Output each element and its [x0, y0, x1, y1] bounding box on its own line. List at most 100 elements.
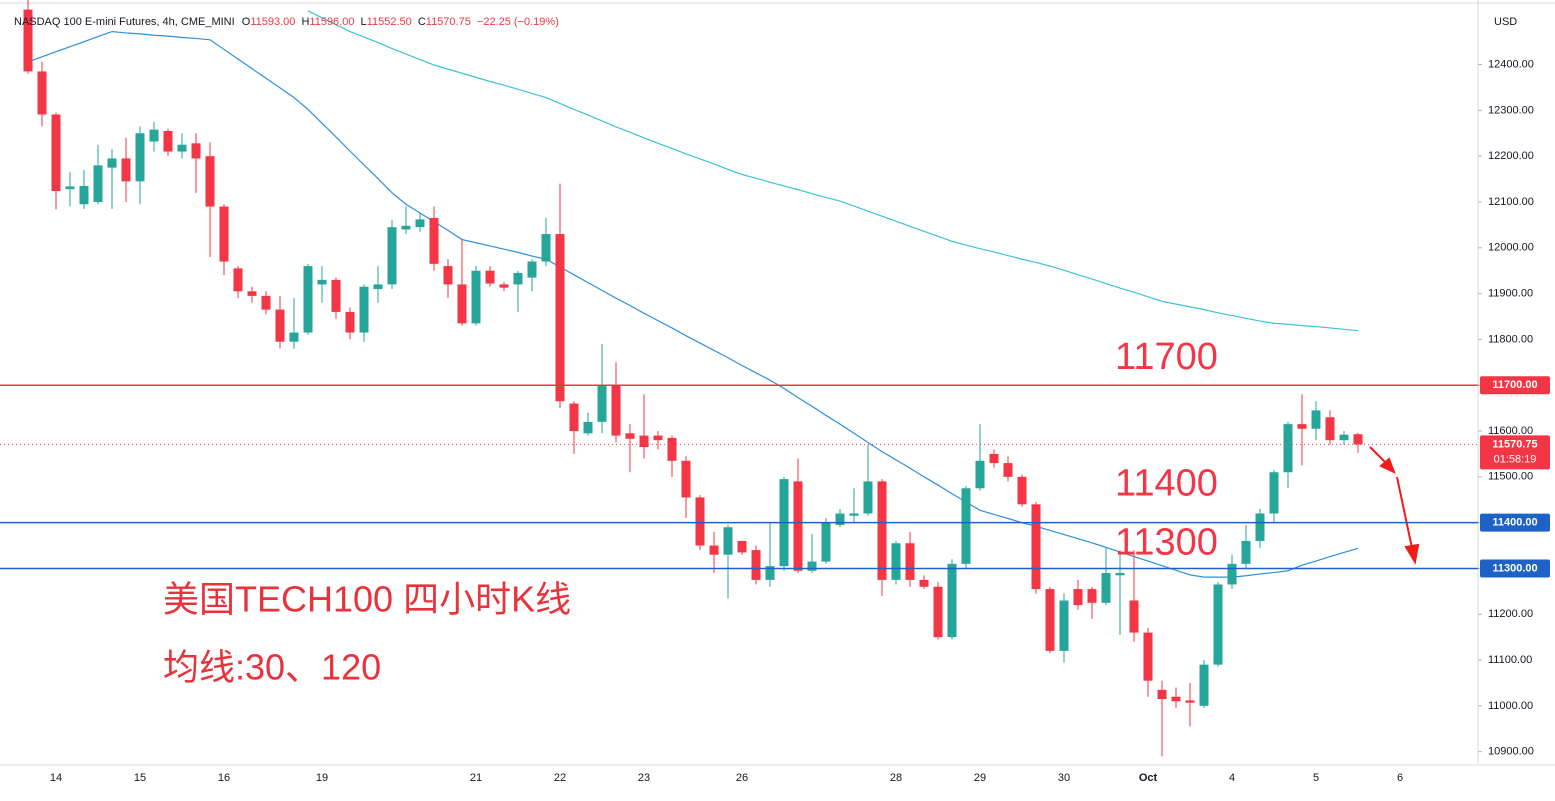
- candle-body: [723, 527, 733, 555]
- candle-body: [149, 129, 159, 142]
- candle-body: [1017, 476, 1027, 505]
- candle-body: [1241, 540, 1251, 564]
- candle-body: [275, 309, 285, 342]
- candle-body: [835, 513, 845, 525]
- candle-body: [485, 270, 495, 284]
- candle-body: [107, 158, 117, 168]
- candle-body: [317, 279, 327, 285]
- candle-body: [1339, 434, 1349, 441]
- candle-body: [919, 579, 929, 587]
- level-tag: [1480, 559, 1550, 578]
- ohlc-key: L: [361, 16, 367, 28]
- last-price-tag: [1480, 435, 1550, 470]
- x-tick-label: 23: [638, 772, 650, 784]
- candle-body: [401, 225, 411, 230]
- candle-body: [331, 279, 341, 312]
- candle-body: [1129, 600, 1139, 633]
- level-tag: [1480, 513, 1550, 532]
- level-annotation: 11700: [1115, 336, 1218, 378]
- candle-body: [1269, 472, 1279, 514]
- level-annotation: 11300: [1115, 521, 1218, 563]
- candle-body: [247, 291, 257, 296]
- candle-body: [415, 219, 425, 228]
- y-tick-label: 11200.00: [1488, 608, 1533, 620]
- candle-body: [1255, 513, 1265, 541]
- y-tick-label: 12100.00: [1488, 196, 1534, 208]
- candle-body: [233, 268, 243, 292]
- candle-body: [961, 488, 971, 564]
- candle-body: [1185, 700, 1195, 703]
- y-tick-label: 11600.00: [1488, 425, 1533, 437]
- header: NASDAQ 100 E-mini Futures, 4h, CME_MINI …: [14, 16, 559, 28]
- candle-body: [1003, 463, 1013, 477]
- candle-body: [1115, 573, 1125, 576]
- candle-body: [443, 266, 453, 285]
- candle-body: [765, 566, 775, 580]
- x-tick-label: 30: [1058, 772, 1070, 784]
- candle-body: [793, 481, 803, 571]
- moving-average: [27, 30, 1359, 578]
- candle-body: [289, 332, 299, 342]
- candle-body: [555, 234, 565, 402]
- y-tick-label: 11500.00: [1488, 471, 1533, 483]
- candle-body: [527, 261, 537, 278]
- candle-body: [933, 586, 943, 638]
- candle-body: [471, 270, 481, 324]
- level-annotation: 11400: [1115, 463, 1218, 505]
- candle-body: [751, 550, 761, 580]
- candle-body: [457, 284, 467, 324]
- candle-body: [681, 460, 691, 498]
- candle-body: [79, 185, 89, 205]
- x-tick-label: 19: [316, 772, 328, 784]
- candle-body: [541, 234, 551, 262]
- candle-body: [191, 143, 201, 159]
- candle-body: [947, 563, 957, 638]
- x-tick-label: 26: [736, 772, 748, 784]
- candle-body: [1045, 589, 1055, 651]
- level-tag-label: 11300.00: [1492, 562, 1537, 574]
- candle-body: [373, 284, 383, 290]
- y-tick-label: 12200.00: [1488, 150, 1534, 162]
- level-tag: [1480, 376, 1550, 395]
- candle-body: [23, 9, 33, 72]
- candle-body: [1031, 504, 1041, 590]
- candle-body: [1283, 424, 1293, 473]
- candle-body: [303, 266, 313, 333]
- candle-body: [1073, 589, 1083, 606]
- x-tick-label: 6: [1397, 772, 1403, 784]
- candle-body: [863, 481, 873, 514]
- level-tag-label: 11400.00: [1492, 517, 1537, 529]
- candle-body: [1087, 589, 1097, 603]
- candle-body: [1059, 600, 1069, 651]
- candle-body: [1213, 584, 1223, 665]
- candle-body: [205, 156, 215, 207]
- x-tick-label: 15: [134, 772, 146, 784]
- candle-body: [135, 133, 145, 182]
- candle-body: [821, 522, 831, 562]
- x-tick-label: 5: [1313, 772, 1319, 784]
- candle-body: [583, 421, 593, 434]
- y-tick-label: 12300.00: [1488, 104, 1534, 116]
- candle-body: [429, 218, 439, 264]
- y-tick-label: 11000.00: [1488, 700, 1533, 712]
- x-tick-label: 29: [974, 772, 986, 784]
- candle-body: [345, 311, 355, 333]
- plot-area: [23, 0, 1363, 757]
- annotation: 美国TECH100 四小时K线: [163, 579, 571, 620]
- candle-body: [611, 385, 621, 436]
- candle-body: [569, 403, 579, 432]
- candle-body: [709, 545, 719, 555]
- candle-body: [37, 71, 47, 115]
- ohlc-key: O: [242, 16, 251, 28]
- ohlc-value: 11593.00: [250, 16, 295, 28]
- ohlc-value: 11552.50: [367, 16, 412, 28]
- candle-body: [667, 437, 677, 461]
- candle-body: [905, 543, 915, 580]
- candle-body: [1311, 410, 1321, 429]
- currency: USD: [1494, 16, 1517, 28]
- candle-body: [1325, 417, 1335, 441]
- candle-body: [877, 481, 887, 580]
- candle-body: [261, 295, 271, 310]
- candle-body: [177, 144, 187, 152]
